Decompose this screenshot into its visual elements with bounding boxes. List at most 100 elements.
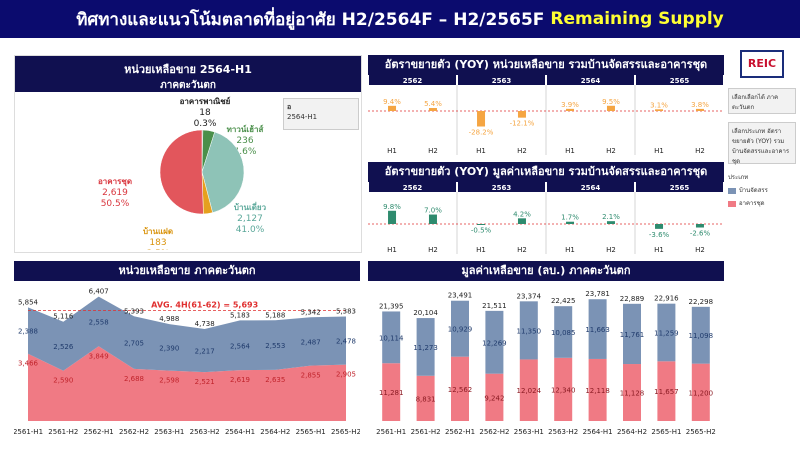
value-condo-label: 11,128 bbox=[620, 390, 645, 398]
area-condo-label: 2,688 bbox=[124, 375, 144, 383]
area-condo-label: 2,619 bbox=[230, 376, 250, 384]
value-condo-label: 12,024 bbox=[517, 387, 542, 395]
yoy-data-label: 5.4% bbox=[424, 100, 442, 108]
yoy-data-label: -12.1% bbox=[510, 120, 535, 128]
yoy-data-label: 9.8% bbox=[383, 203, 401, 211]
value-total-label: 21,395 bbox=[379, 302, 404, 310]
area-x-label: 2561-H1 bbox=[14, 428, 43, 436]
type-filter[interactable]: เลือกประเภท อัตราขยายตัว (YOY) รวมบ้านจั… bbox=[728, 122, 796, 165]
area-condo-label: 2,598 bbox=[159, 377, 179, 385]
pie-slice-name: บ้านแฝด bbox=[143, 226, 173, 236]
value-total-label: 23,781 bbox=[585, 290, 610, 298]
legend-house[interactable]: บ้านจัดสรร bbox=[728, 185, 796, 195]
yoy-year-header bbox=[369, 182, 456, 192]
area-house-label: 2,526 bbox=[53, 343, 74, 351]
yoy-year-header bbox=[458, 75, 545, 85]
value-condo-label: 12,562 bbox=[448, 386, 473, 394]
value-house-label: 11,259 bbox=[654, 329, 679, 337]
value-house-label: 11,273 bbox=[413, 344, 438, 352]
value-condo-label: 8,831 bbox=[416, 395, 436, 403]
pie-slice-percent: 50.5% bbox=[101, 199, 130, 209]
value-bar-house bbox=[691, 306, 710, 364]
pie-slice bbox=[159, 129, 204, 215]
area-condo-label: 2,635 bbox=[265, 376, 285, 384]
area-total-label: 5,383 bbox=[336, 308, 356, 316]
value-house-label: 12,269 bbox=[482, 339, 507, 347]
value-total-label: 22,889 bbox=[620, 295, 645, 303]
yoy-bar bbox=[566, 108, 575, 111]
area-house-label: 2,388 bbox=[18, 328, 38, 336]
area-total-label: 4,738 bbox=[195, 320, 215, 328]
yoy-bar bbox=[388, 210, 397, 224]
value-condo-label: 12,340 bbox=[551, 386, 576, 394]
pie-slice-value: 183 bbox=[149, 238, 166, 248]
value-condo-label: 9,242 bbox=[484, 394, 504, 402]
units-area-panel: หน่วยเหลือขาย ภาคตะวันตก AVG. 4H(61-62) … bbox=[14, 261, 360, 439]
area-house-label: 2,558 bbox=[89, 318, 109, 326]
area-condo-label: 2,521 bbox=[195, 378, 215, 386]
area-house-label: 2,390 bbox=[159, 344, 179, 352]
value-bar-house bbox=[588, 299, 607, 359]
pie-slice-percent: 0.3% bbox=[194, 119, 217, 129]
value-bar-condo bbox=[382, 363, 401, 421]
yoy-x-label: H2 bbox=[428, 147, 438, 155]
yoy-x-label: H1 bbox=[476, 147, 486, 155]
yoy-x-label: H1 bbox=[565, 246, 575, 254]
yoy-x-label: H2 bbox=[695, 246, 705, 254]
value-bar-house bbox=[485, 310, 504, 374]
value-x-label: 2561-H1 bbox=[376, 428, 406, 436]
pie-slice-name: อาคารชุด bbox=[98, 177, 132, 187]
value-bar-condo bbox=[588, 358, 607, 421]
area-total-label: 5,116 bbox=[53, 313, 74, 321]
page-title: ทิศทางและแนวโน้มตลาดที่อยู่อาศัย H2/2564… bbox=[0, 0, 800, 38]
value-bar-house bbox=[623, 303, 641, 365]
yoy-year-label: 2562 bbox=[403, 184, 423, 192]
region-filter[interactable]: เลือกเลือกได้ ภาคตะวันตก bbox=[728, 88, 796, 114]
pie-panel: หน่วยเหลือขาย 2564-H1 ภาคตะวันตก อ 2564-… bbox=[14, 55, 362, 253]
value-x-label: 2563-H2 bbox=[548, 428, 578, 436]
yoy-bar bbox=[477, 111, 486, 127]
pie-slice-percent: 3.5% bbox=[147, 249, 170, 250]
side-legend: REIC เลือกเลือกได้ ภาคตะวันตก เลือกประเภ… bbox=[728, 50, 796, 255]
yoy-bar bbox=[566, 221, 575, 224]
value-x-label: 2565-H2 bbox=[686, 428, 716, 436]
legend-condo[interactable]: อาคารชุด bbox=[728, 198, 796, 208]
yoy-bar bbox=[655, 109, 664, 111]
pie-legend[interactable]: อ 2564-H1 bbox=[283, 98, 359, 130]
yoy-x-label: H1 bbox=[654, 246, 664, 254]
area-total-label: 5,854 bbox=[18, 298, 39, 306]
area-total-label: 4,988 bbox=[159, 315, 179, 323]
area-house-label: 2,478 bbox=[336, 338, 356, 346]
value-bar-condo bbox=[554, 357, 573, 421]
value-condo-label: 11,281 bbox=[379, 389, 404, 397]
legend-condo-swatch bbox=[728, 200, 736, 207]
pie-slice-value: 2,619 bbox=[102, 188, 128, 198]
value-bar-house bbox=[451, 300, 469, 357]
value-total-label: 22,425 bbox=[551, 297, 576, 305]
value-bar-house bbox=[382, 311, 401, 364]
yoy-year-header bbox=[636, 182, 723, 192]
title-main: ทิศทางและแนวโน้มตลาดที่อยู่อาศัย H2/2564… bbox=[76, 9, 545, 30]
yoy-x-label: H2 bbox=[517, 246, 527, 254]
yoy-year-header bbox=[636, 75, 723, 85]
yoy-x-label: H2 bbox=[517, 147, 527, 155]
pie-title-line1: หน่วยเหลือขาย 2564-H1 bbox=[124, 63, 252, 76]
legend-house-swatch bbox=[728, 187, 736, 194]
yoy-data-label: 9.5% bbox=[602, 98, 620, 106]
value-total-label: 20,104 bbox=[413, 309, 438, 317]
area-x-label: 2563-H2 bbox=[190, 428, 220, 436]
pie-slice-value: 18 bbox=[199, 108, 211, 118]
value-total-label: 22,916 bbox=[654, 295, 679, 303]
reic-logo: REIC bbox=[740, 50, 784, 78]
value-house-label: 11,098 bbox=[689, 332, 714, 340]
value-x-label: 2564-H2 bbox=[617, 428, 647, 436]
pie-slice-percent: 41.0% bbox=[236, 225, 265, 235]
pie-slice-value: 2,127 bbox=[237, 214, 263, 224]
yoy-data-label: 1.7% bbox=[561, 214, 579, 222]
yoy-data-label: 7.0% bbox=[424, 207, 442, 215]
yoy-x-label: H1 bbox=[565, 147, 575, 155]
area-x-label: 2564-H2 bbox=[260, 428, 290, 436]
area-condo-label: 2,855 bbox=[301, 372, 321, 380]
area-house-label: 2,564 bbox=[230, 342, 251, 350]
